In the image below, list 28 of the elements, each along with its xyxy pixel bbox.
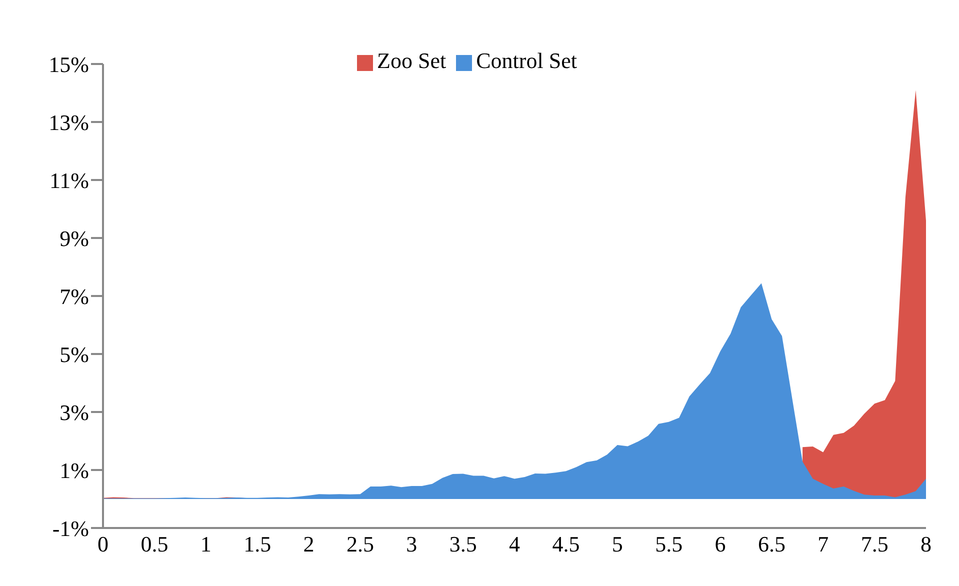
y-tick-label: 15%	[48, 52, 89, 77]
x-tick-label: 5	[612, 532, 623, 557]
x-tick-label: 4.5	[552, 532, 580, 557]
x-tick-label: 2	[303, 532, 314, 557]
x-tick-label: 0.5	[140, 532, 168, 557]
x-tick-label: 7.5	[860, 532, 888, 557]
x-tick-label: 7	[818, 532, 829, 557]
x-tick-label: 4	[509, 532, 520, 557]
x-tick-label: 3.5	[449, 532, 477, 557]
x-tick-label: 6.5	[758, 532, 786, 557]
x-tick-label: 2.5	[346, 532, 374, 557]
y-tick-label: 11%	[49, 168, 89, 193]
x-tick-label: 3	[406, 532, 418, 557]
y-tick-label: 13%	[48, 110, 89, 135]
y-tick-label: 1%	[60, 458, 89, 483]
x-tick-label: 5.5	[655, 532, 683, 557]
y-tick-label: -1%	[52, 516, 89, 541]
legend-label: Zoo Set	[377, 48, 446, 73]
y-tick-label: 3%	[60, 400, 89, 425]
x-tick-label: 1	[200, 532, 212, 557]
x-tick-label: 1.5	[244, 532, 272, 557]
y-tick-label: 9%	[60, 226, 89, 251]
legend-label: Control Set	[476, 48, 577, 73]
x-tick-label: 8	[920, 532, 932, 557]
y-tick-label: 5%	[60, 342, 89, 367]
x-tick-label: 6	[714, 532, 726, 557]
x-tick-label: 0	[98, 532, 108, 557]
y-tick-label: 7%	[60, 284, 89, 309]
